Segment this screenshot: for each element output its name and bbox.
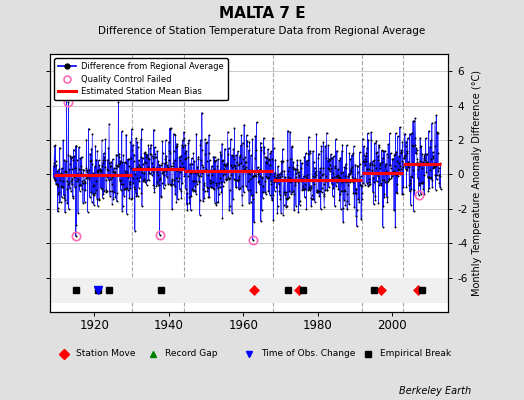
Text: Berkeley Earth: Berkeley Earth [399,386,472,396]
Y-axis label: Monthly Temperature Anomaly Difference (°C): Monthly Temperature Anomaly Difference (… [472,70,482,296]
Text: Empirical Break: Empirical Break [380,350,452,358]
Text: Record Gap: Record Gap [165,350,218,358]
Bar [50,278,448,303]
Text: Difference of Station Temperature Data from Regional Average: Difference of Station Temperature Data f… [99,26,425,36]
Text: Station Move: Station Move [75,350,135,358]
Legend: Difference from Regional Average, Quality Control Failed, Estimated Station Mean: Difference from Regional Average, Qualit… [54,58,227,100]
Text: Time of Obs. Change: Time of Obs. Change [261,350,355,358]
Text: MALTA 7 E: MALTA 7 E [219,6,305,21]
